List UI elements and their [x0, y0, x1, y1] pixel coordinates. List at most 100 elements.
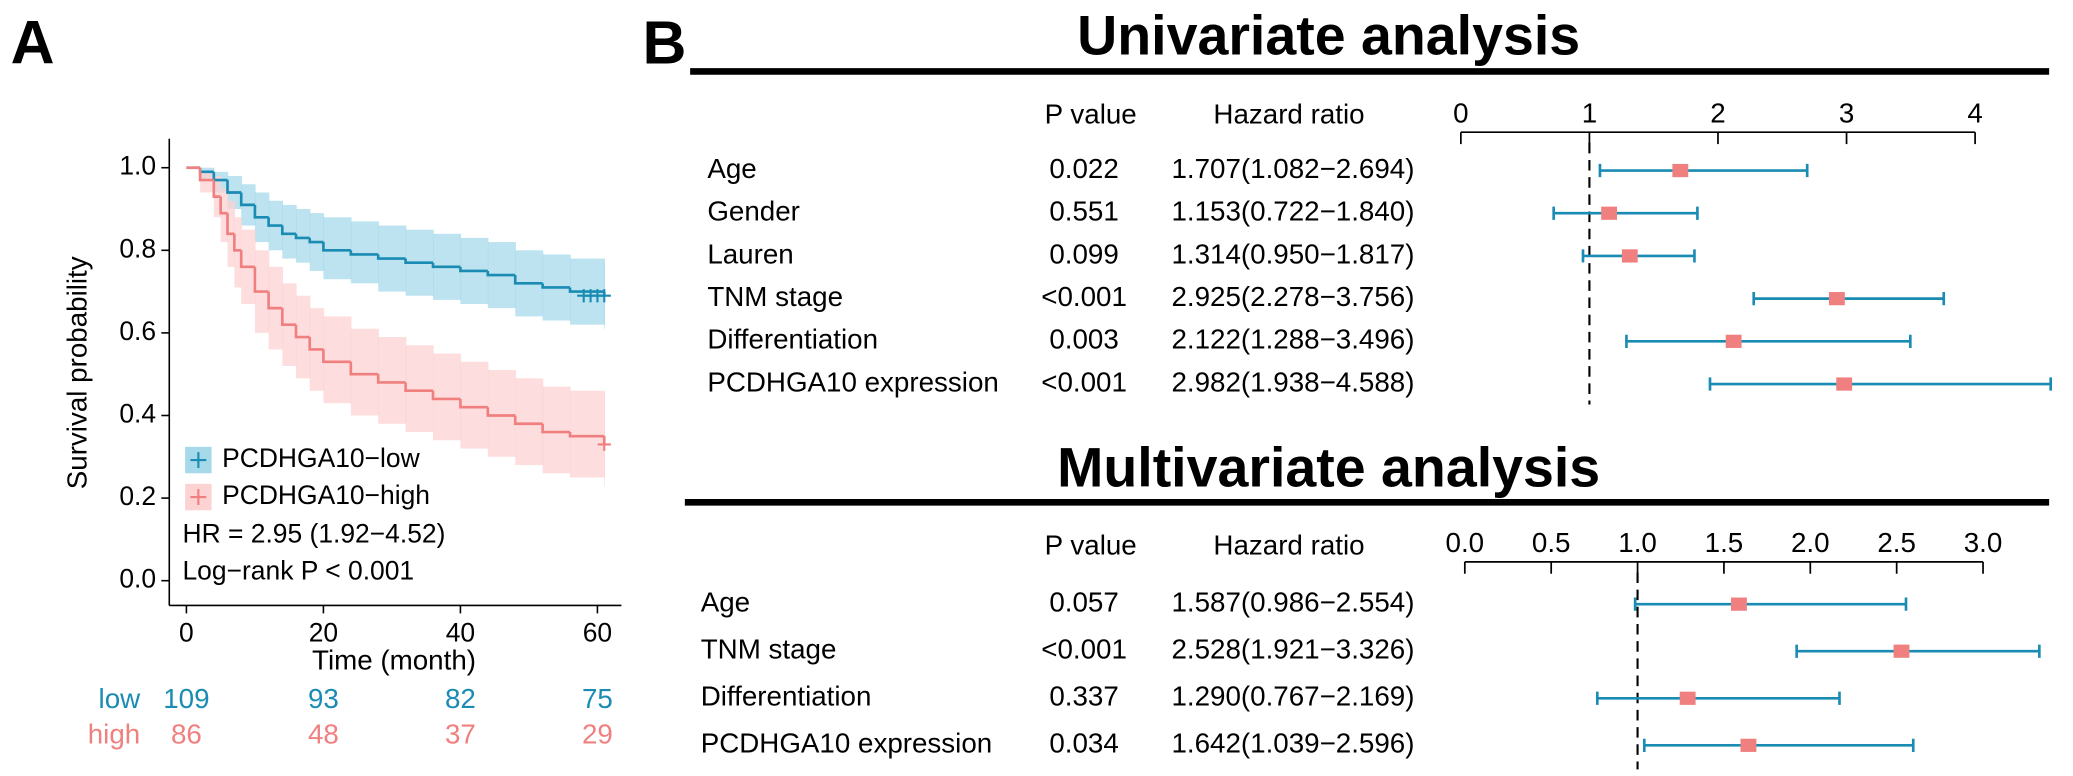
survival-step	[253, 204, 269, 219]
panel-label: B	[643, 9, 687, 77]
survival-step	[226, 180, 242, 194]
p-value: 0.057	[1049, 586, 1118, 617]
row-label: Gender	[707, 196, 800, 227]
confidence-interval	[1625, 334, 1912, 348]
survival-step	[226, 213, 235, 236]
annotation: HR = 2.95 (1.92−4.52)	[183, 518, 446, 548]
x-axis-label: Time (month)	[312, 645, 476, 676]
x-tick-label: 0.0	[1446, 527, 1485, 558]
risk-count: 109	[163, 683, 209, 714]
survival-step	[541, 423, 571, 434]
confidence-interval	[1633, 597, 1908, 611]
row-label: PCDHGA10 expression	[701, 728, 992, 759]
hazard-ratio-point	[1621, 249, 1638, 263]
hazard-ratio-point	[1836, 377, 1853, 391]
p-value: 0.022	[1049, 153, 1118, 184]
confidence-interval	[1642, 738, 1915, 752]
risk-count: 82	[445, 683, 476, 714]
hazard-ratio-point	[1725, 334, 1742, 348]
survival-step	[459, 398, 488, 409]
y-tick-label: 0.4	[119, 398, 156, 428]
x-tick-label: 2.0	[1791, 527, 1830, 558]
confidence-band	[282, 204, 297, 259]
hazard-ratio-label: 1.642(1.039−2.596)	[1171, 728, 1414, 759]
hazard-ratio-label: 1.587(0.986−2.554)	[1171, 586, 1414, 617]
survival-step	[239, 250, 255, 269]
survival-step	[322, 242, 351, 252]
y-tick-label: 0.8	[119, 233, 156, 263]
row-label: Differentiation	[701, 681, 872, 712]
y-tick-label: 0.6	[119, 316, 156, 346]
legend-marker	[190, 452, 207, 468]
x-tick-label: 1.5	[1705, 527, 1744, 558]
hazard-ratio-label: 1.290(0.767−2.169)	[1171, 681, 1414, 712]
confidence-band	[323, 316, 352, 404]
survival-step	[404, 258, 434, 265]
survival-step	[233, 233, 242, 252]
x-tick-label: 40	[446, 618, 475, 648]
confidence-interval	[1752, 292, 1946, 306]
survival-step	[459, 266, 488, 273]
survival-step	[239, 192, 255, 207]
confidence-band	[405, 345, 434, 433]
x-tick-label: 20	[309, 618, 338, 648]
column-header: Hazard ratio	[1213, 99, 1364, 130]
row-label: TNM stage	[707, 281, 843, 312]
row-label: Differentiation	[707, 324, 878, 355]
confidence-band	[378, 337, 407, 424]
survival-step	[376, 254, 406, 260]
risk-count: 86	[171, 719, 202, 750]
confidence-interval	[1795, 644, 2041, 658]
row-label: Age	[707, 153, 756, 184]
row-label: Lauren	[707, 238, 793, 269]
survival-step	[280, 308, 297, 326]
survival-step	[253, 266, 269, 293]
x-tick-label: 3	[1839, 97, 1854, 128]
x-tick-label: 2	[1710, 97, 1725, 128]
column-header: Hazard ratio	[1213, 530, 1364, 561]
survival-step	[322, 349, 351, 364]
survival-step	[349, 250, 379, 256]
survival-step	[568, 287, 605, 293]
survival-step	[294, 233, 310, 240]
x-tick-label: 1.0	[1618, 527, 1657, 558]
confidence-band	[460, 361, 489, 449]
confidence-band	[570, 390, 605, 478]
survival-step	[376, 374, 406, 384]
x-tick-label: 0.5	[1532, 527, 1571, 558]
p-value: <0.001	[1041, 634, 1127, 665]
x-tick-label: 0	[179, 618, 194, 648]
confidence-interval	[1552, 206, 1699, 220]
hazard-ratio-label: 2.982(1.938−4.588)	[1171, 366, 1414, 397]
survival-step	[280, 225, 297, 236]
confidence-band	[487, 370, 516, 457]
x-tick-label: 3.0	[1964, 527, 2003, 558]
survival-step	[212, 180, 221, 198]
hazard-ratio-label: 1.707(1.082−2.694)	[1171, 153, 1414, 184]
confidence-band	[433, 353, 462, 441]
survival-step	[513, 415, 543, 426]
survival-step	[568, 432, 605, 438]
confidence-band	[515, 378, 544, 466]
row-label: Age	[701, 586, 750, 617]
survival-step	[308, 237, 324, 244]
p-value: 0.337	[1049, 681, 1118, 712]
hazard-ratio-point	[1679, 691, 1696, 705]
survival-step	[294, 324, 310, 339]
legend-label: PCDHGA10−high	[222, 480, 430, 510]
risk-count: 48	[308, 719, 339, 750]
survival-step	[431, 262, 461, 269]
survival-step	[404, 382, 434, 393]
confidence-band	[200, 171, 215, 193]
hazard-ratio-label: 2.925(2.278−3.756)	[1171, 281, 1414, 312]
survival-step	[219, 196, 228, 215]
p-value: <0.001	[1041, 281, 1127, 312]
confidence-band	[296, 209, 311, 263]
y-tick-label: 1.0	[119, 151, 156, 181]
hazard-ratio-label: 1.153(0.722−1.840)	[1171, 196, 1414, 227]
x-tick-label: 60	[583, 618, 612, 648]
p-value: 0.003	[1049, 324, 1118, 355]
survival-step	[349, 361, 379, 376]
confidence-band	[323, 217, 352, 280]
confidence-band	[350, 328, 379, 416]
